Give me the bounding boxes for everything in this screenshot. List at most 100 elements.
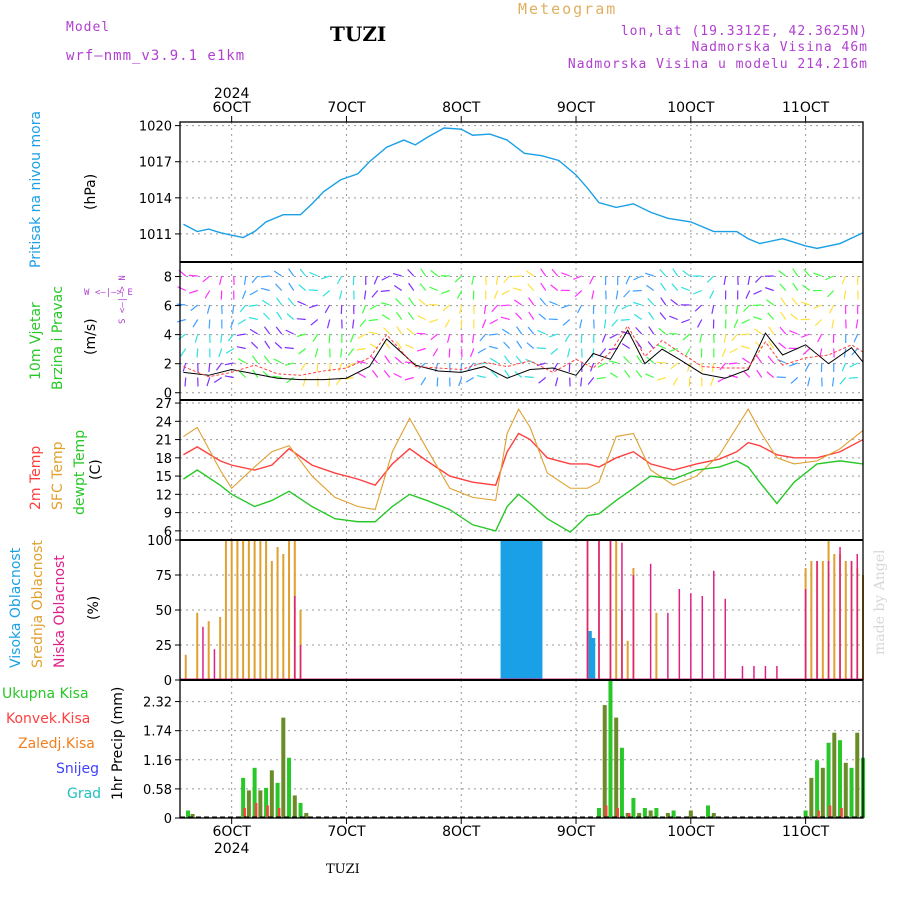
cloud-mid-bar [242, 540, 245, 680]
cloud-low-bar [713, 570, 715, 680]
temp-unit: (C) [88, 459, 104, 480]
wind-arrow [356, 360, 366, 364]
wind-arrow [177, 286, 186, 292]
wind-gust-line [183, 324, 864, 378]
wind-arrow [501, 289, 511, 296]
y-tick-label: 15 [155, 470, 172, 485]
wind-arrow [225, 347, 235, 354]
precip-total-bar [625, 812, 630, 818]
precip-total-bar [614, 717, 619, 818]
wind-arrow [743, 304, 751, 312]
y-tick-label: 75 [155, 569, 172, 584]
precip-total-bar [258, 790, 263, 818]
wind-arrow [238, 370, 247, 378]
wind-arrow [561, 272, 570, 277]
wind-arrow [436, 377, 439, 387]
x-tick-label-bottom: 11OCT [782, 824, 830, 840]
wind-arrow [383, 340, 391, 349]
wind-arrow [684, 348, 691, 357]
x-tick-label-top: 8OCT [442, 100, 481, 116]
wind-arrow [765, 287, 774, 292]
precip-legend-snow: Snijeg [56, 761, 100, 777]
wind-arrow [753, 328, 763, 335]
precip-total-bar [602, 705, 607, 818]
wind-arrow [587, 377, 595, 385]
wind-arrow [839, 377, 847, 385]
cloud-low-bar [621, 542, 623, 680]
wind-arrow [848, 376, 858, 379]
wind-arrow [549, 301, 558, 306]
wind-arrow [381, 314, 391, 321]
wind-arrow [814, 319, 823, 327]
wind-arrow [503, 341, 511, 349]
wind-arrow [756, 369, 763, 378]
wind-arrow [340, 348, 343, 358]
wind-arrow [188, 289, 198, 294]
wind-arrow [284, 362, 294, 366]
wind-arrow [396, 311, 403, 320]
wind-arrow [190, 304, 199, 312]
cloud-low-bar [776, 666, 778, 680]
cloud-low-bar [202, 626, 204, 680]
wind-arrow [503, 275, 511, 284]
wind-arrow [706, 275, 715, 283]
wind-arrow [202, 275, 211, 283]
wind-arrow [241, 290, 247, 300]
cloud-low-bar [299, 645, 302, 680]
precip-total-bar [637, 812, 642, 818]
wind-arrow [460, 362, 463, 373]
cloud-mid-bar [288, 540, 291, 680]
wind-arrow [288, 282, 295, 291]
wind-arrow [807, 377, 811, 387]
wind-arrow [599, 348, 607, 356]
wind-arrow [302, 377, 307, 387]
wind-arrow [357, 333, 367, 340]
wind-arrow [682, 270, 691, 277]
y-tick-label: 1020 [139, 120, 172, 135]
cloud-high-bar [514, 540, 519, 680]
wind-arrow [538, 377, 547, 384]
wind-arrow [648, 326, 655, 335]
wind-arrow [645, 272, 654, 277]
wind-arrow [380, 302, 390, 306]
temp-label-3: dewpt Temp [72, 429, 88, 515]
wind-arrow [237, 318, 247, 325]
wind-arrow [504, 369, 511, 378]
x-tick-label-top: 10OCT [667, 100, 715, 116]
wind-arrow [404, 376, 414, 381]
wind-arrow [526, 342, 535, 349]
plot-frame [179, 121, 864, 819]
x-tick-label-bottom: 9OCT [557, 824, 596, 840]
temp-dewpt-line [183, 460, 864, 533]
wind-arrow [298, 284, 307, 291]
wind-arrow [615, 290, 619, 300]
wind-arrow [755, 341, 763, 349]
wind-arrow [596, 376, 606, 380]
wind-arrow [184, 377, 187, 387]
wind-arrow [249, 289, 259, 296]
wind-arrow [552, 362, 559, 372]
wind-arrow [383, 327, 391, 335]
wind-arrow [180, 348, 187, 357]
wind-arrow [540, 268, 547, 277]
wind-arrow [416, 332, 426, 335]
wind-arrow [723, 275, 727, 285]
wind-arrow [632, 301, 642, 306]
x-tick-label-bottom: 7OCT [327, 824, 366, 840]
wind-arrow [308, 289, 318, 292]
wind-arrow [500, 304, 510, 307]
wind-arrow [442, 304, 451, 312]
precip-total-bar [287, 757, 292, 818]
y-tick-label: 6 [164, 300, 172, 315]
wind-arrow [384, 355, 391, 364]
wind-arrow [817, 333, 823, 343]
wind-arrow [681, 286, 690, 292]
wind-arrow [314, 348, 319, 358]
cloud-high-bar [504, 540, 509, 680]
wind-arrow [300, 362, 307, 371]
wind-arrow [324, 304, 331, 314]
cloud-mid-bar [224, 540, 227, 680]
y-tick-label: 8 [164, 271, 172, 286]
y-tick-label: 1017 [139, 156, 172, 171]
precip-total-bar [826, 742, 831, 818]
